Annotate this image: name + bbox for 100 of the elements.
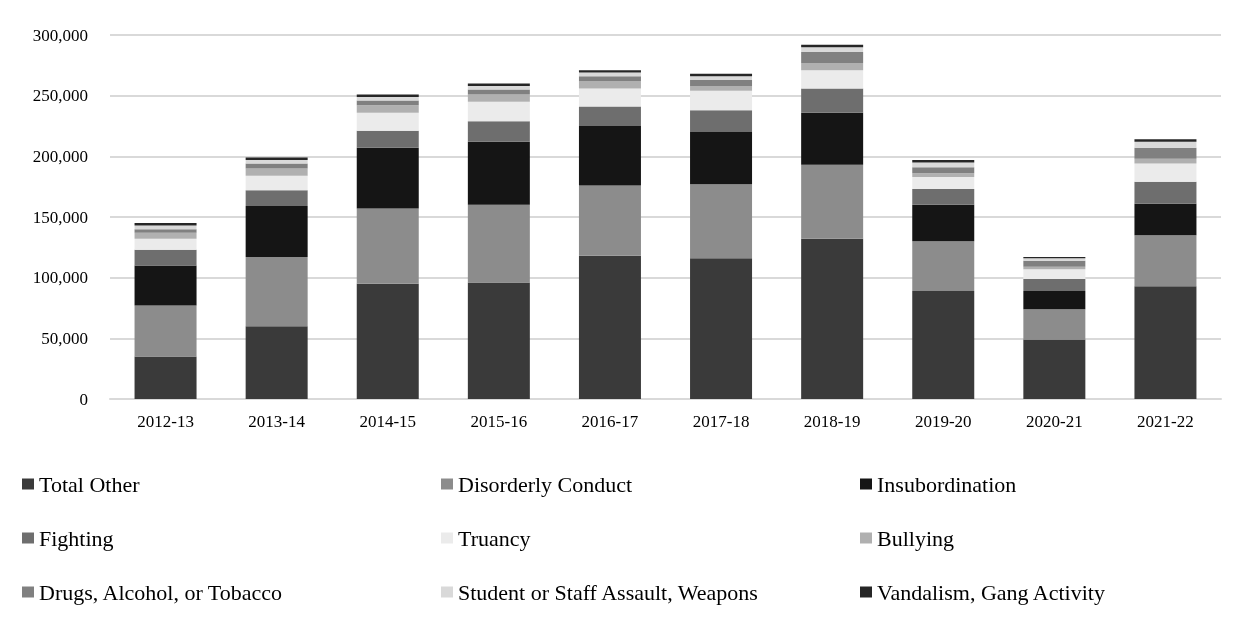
bar	[356, 147, 419, 209]
y-tick-label: 300,000	[32, 25, 88, 45]
bar	[134, 225, 197, 230]
x-tick-label: 2012-13	[137, 412, 194, 431]
bar	[1134, 147, 1197, 159]
bar	[245, 175, 308, 191]
bar	[912, 167, 975, 174]
y-tick-label: 150,000	[32, 207, 88, 227]
bar	[578, 185, 641, 256]
bar	[467, 94, 530, 102]
bar	[1023, 309, 1086, 340]
bar	[1023, 260, 1086, 267]
bar	[578, 106, 641, 126]
bar	[912, 189, 975, 205]
bar	[690, 85, 753, 91]
x-tick-label: 2021-22	[1137, 412, 1194, 431]
bar	[245, 206, 308, 258]
bar	[912, 204, 975, 242]
bar	[578, 76, 641, 82]
bar	[801, 164, 864, 239]
bar	[356, 112, 419, 131]
bar	[467, 121, 530, 142]
bar	[1023, 291, 1086, 310]
legend-label: Total Other	[39, 471, 141, 497]
bar	[134, 305, 197, 357]
bar	[467, 141, 530, 205]
bar	[801, 238, 864, 399]
bar	[356, 283, 419, 399]
bar	[1023, 339, 1086, 399]
bar	[912, 176, 975, 190]
bar	[467, 101, 530, 122]
bar	[690, 132, 753, 185]
bar	[245, 190, 308, 207]
bar	[1023, 278, 1086, 292]
bar	[578, 70, 641, 73]
bar	[912, 291, 975, 399]
bar	[801, 47, 864, 52]
x-tick-label: 2020-21	[1026, 412, 1083, 431]
y-tick-label: 0	[79, 389, 88, 409]
legend-label: Vandalism, Gang Activity	[877, 579, 1105, 605]
bar	[912, 162, 975, 168]
bar	[690, 184, 753, 259]
bar	[1134, 286, 1197, 399]
x-tick-label: 2013-14	[248, 412, 306, 431]
bar	[801, 62, 864, 71]
bar	[245, 326, 308, 399]
legend-label: Truancy	[458, 525, 531, 551]
legend-label: Insubordination	[877, 471, 1017, 497]
bar	[1134, 158, 1197, 164]
legend-label: Disorderly Conduct	[458, 471, 633, 497]
bar	[1134, 139, 1197, 142]
y-tick-label: 100,000	[32, 268, 88, 288]
x-tick-label: 2014-15	[359, 412, 417, 431]
x-tick-label: 2019-20	[914, 412, 972, 431]
bar	[801, 70, 864, 89]
y-tick-label: 200,000	[32, 146, 88, 166]
bar	[801, 88, 864, 113]
legend-label: Drugs, Alcohol, or Tobacco	[39, 579, 283, 605]
bar	[134, 232, 197, 239]
bar	[801, 112, 864, 165]
bar	[690, 79, 753, 86]
bar	[578, 81, 641, 89]
bar	[467, 85, 530, 90]
bar	[1023, 269, 1086, 279]
bar	[912, 241, 975, 292]
bar	[690, 90, 753, 111]
bar	[134, 356, 197, 399]
bar	[1134, 141, 1197, 148]
legend-label: Student or Staff Assault, Weapons	[458, 579, 758, 605]
bar	[690, 110, 753, 133]
bar	[1134, 163, 1197, 182]
bar	[134, 238, 197, 250]
legend-label: Bullying	[877, 525, 955, 551]
bar	[134, 249, 197, 266]
bar	[356, 208, 419, 284]
x-tick-label: 2015-16	[470, 412, 528, 431]
x-tick-label: 2018-19	[803, 412, 861, 431]
bar	[356, 94, 419, 97]
bar	[245, 168, 308, 176]
bar	[578, 126, 641, 186]
bar	[467, 282, 530, 399]
bar	[356, 105, 419, 113]
bar	[1134, 203, 1197, 236]
bar	[245, 257, 308, 327]
bar	[356, 130, 419, 148]
bar	[1134, 181, 1197, 204]
y-tick-label: 50,000	[41, 328, 88, 348]
bar	[134, 229, 197, 233]
bar	[1134, 235, 1197, 287]
x-tick-label: 2017-18	[692, 412, 750, 431]
bar	[467, 204, 530, 283]
bar	[578, 255, 641, 399]
x-tick-label: 2016-17	[581, 412, 639, 431]
bar	[801, 51, 864, 63]
bar	[245, 159, 308, 164]
bar	[912, 173, 975, 177]
bar	[356, 96, 419, 101]
y-tick-label: 250,000	[32, 86, 88, 106]
bar	[690, 258, 753, 399]
bar	[578, 88, 641, 107]
